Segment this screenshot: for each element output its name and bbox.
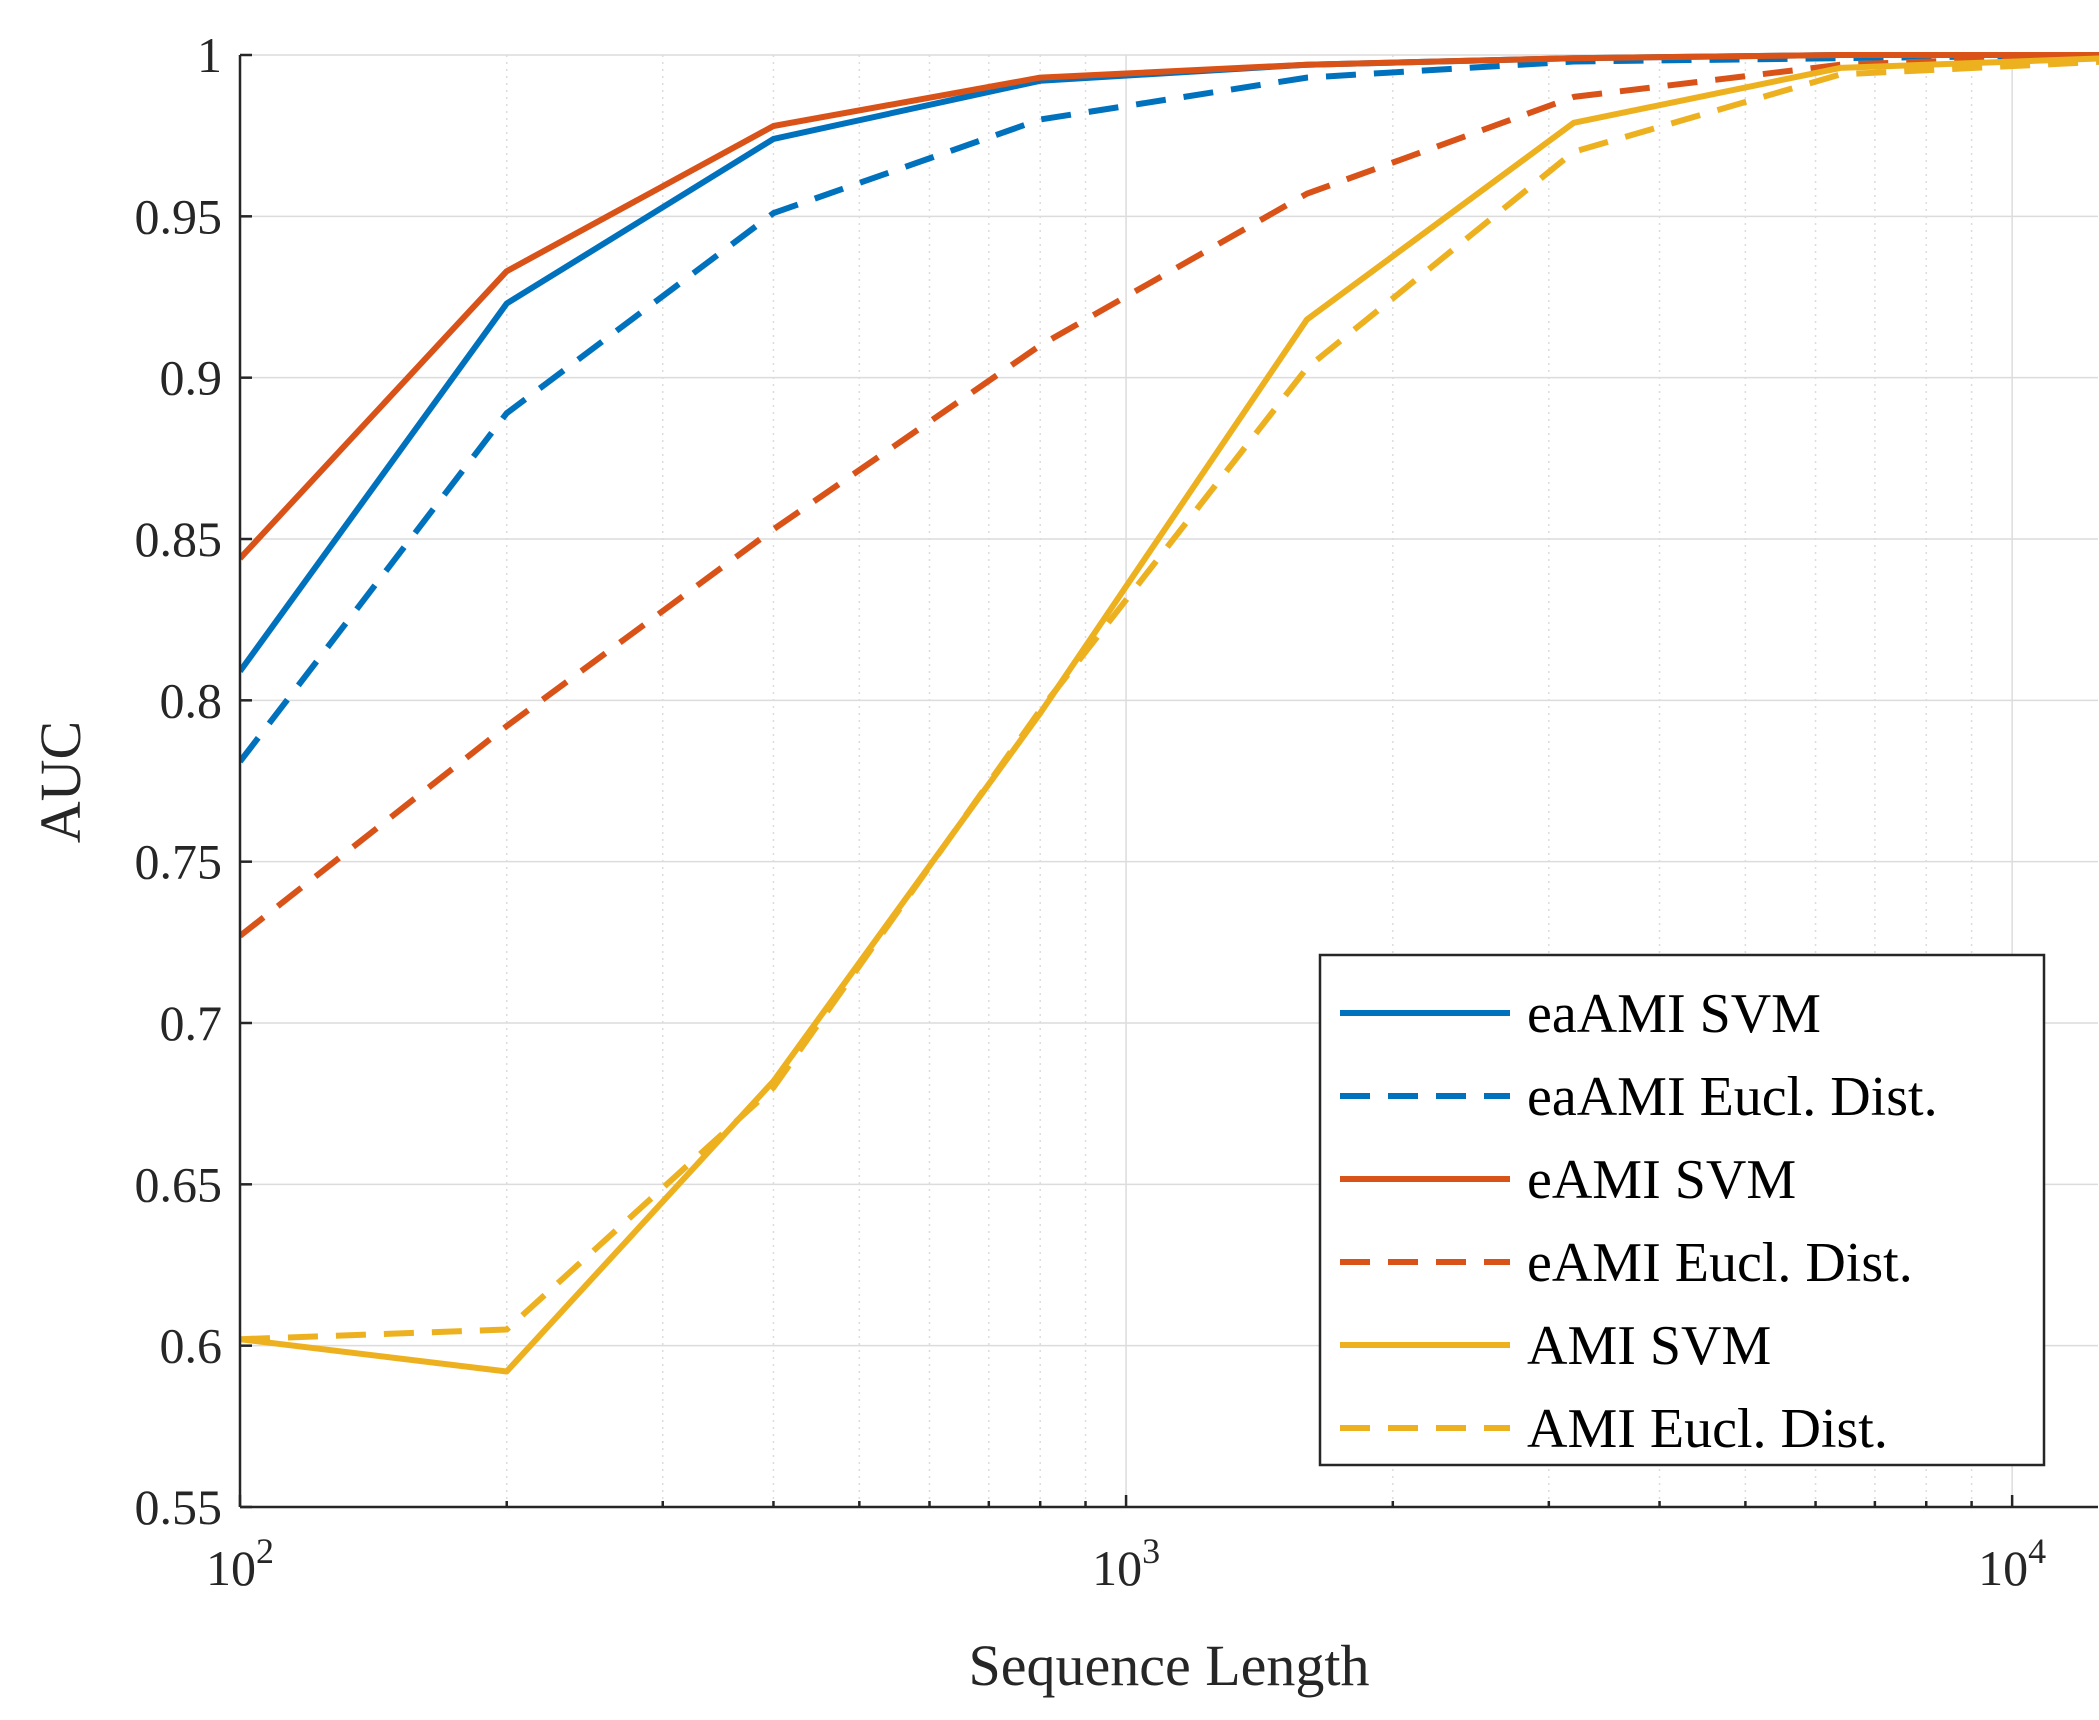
legend-label: AMI SVM <box>1527 1315 1771 1377</box>
y-tick-label: 0.55 <box>135 1479 223 1535</box>
legend-label: eaAMI Eucl. Dist. <box>1527 1066 1938 1128</box>
y-tick-label: 0.65 <box>135 1156 223 1212</box>
legend-label: AMI Eucl. Dist. <box>1527 1398 1888 1460</box>
series-line-eami-eucl-dist <box>240 52 2099 939</box>
legend-label: eaAMI SVM <box>1527 983 1821 1045</box>
y-tick-label: 0.6 <box>160 1318 223 1374</box>
x-tick-label: 104 <box>1978 1531 2046 1596</box>
series-line-ami-svm <box>240 55 2099 1375</box>
legend-label: eAMI SVM <box>1527 1149 1796 1211</box>
series-line-ami-eucl-dist <box>240 58 2099 1343</box>
x-tick-labels: 102 103 104 <box>206 1531 2046 1596</box>
legend-box <box>1318 953 2046 1467</box>
x-tick-label: 102 <box>206 1531 274 1596</box>
series-line-eami-svm <box>240 52 2099 561</box>
y-tick-label: 0.95 <box>135 188 223 244</box>
legend: eaAMI SVM eaAMI Eucl. Dist. eAMI SVM eAMI E… <box>1318 953 2046 1467</box>
y-tick-label: 0.85 <box>135 511 223 567</box>
series-lines <box>240 52 2099 1375</box>
y-tick-label: 0.9 <box>160 350 223 406</box>
legend-label: eAMI Eucl. Dist. <box>1527 1232 1913 1294</box>
legend-items: eaAMI SVM eaAMI Eucl. Dist. eAMI SVM eAMI E… <box>1340 983 1938 1460</box>
x-axis-label: Sequence Length <box>968 1633 1369 1698</box>
y-tick-label: 0.75 <box>135 834 223 890</box>
series-line-eaami-eucl-dist <box>240 52 2099 764</box>
y-tick-labels: 0.55 0.6 0.65 0.7 0.75 0.8 0.85 0.9 0.95 1 <box>135 27 223 1535</box>
y-tick-label: 0.8 <box>160 672 223 728</box>
axes <box>238 53 2098 1509</box>
y-tick-label: 1 <box>197 27 222 83</box>
x-tick-label: 103 <box>1092 1531 1160 1596</box>
y-tick-label: 0.7 <box>160 995 223 1051</box>
y-axis-label: AUC <box>28 721 93 843</box>
